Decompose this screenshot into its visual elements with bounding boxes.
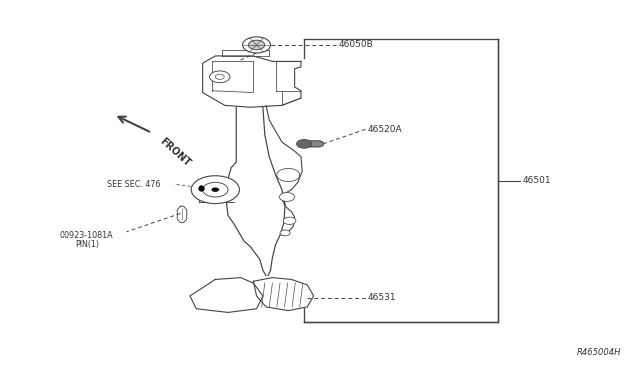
- Text: 46520A: 46520A: [367, 125, 402, 134]
- Polygon shape: [253, 278, 314, 311]
- Circle shape: [296, 140, 312, 148]
- Text: 46050B: 46050B: [339, 41, 374, 49]
- Text: 00923-1081A: 00923-1081A: [60, 231, 113, 240]
- Circle shape: [210, 71, 230, 83]
- Circle shape: [203, 182, 228, 197]
- Text: 46501: 46501: [523, 176, 552, 185]
- Circle shape: [280, 193, 294, 201]
- Circle shape: [280, 230, 290, 236]
- Circle shape: [191, 176, 239, 203]
- Text: R465004H: R465004H: [577, 349, 621, 357]
- Circle shape: [215, 74, 224, 79]
- Polygon shape: [190, 278, 263, 312]
- Circle shape: [211, 187, 219, 192]
- Polygon shape: [304, 141, 323, 147]
- Text: SEE SEC. 476: SEE SEC. 476: [108, 180, 161, 189]
- Circle shape: [284, 217, 296, 224]
- Text: FRONT: FRONT: [158, 137, 193, 169]
- Circle shape: [277, 169, 300, 182]
- Text: 46531: 46531: [367, 293, 396, 302]
- Circle shape: [243, 37, 271, 53]
- Text: PIN(1): PIN(1): [76, 240, 100, 249]
- Circle shape: [248, 40, 265, 50]
